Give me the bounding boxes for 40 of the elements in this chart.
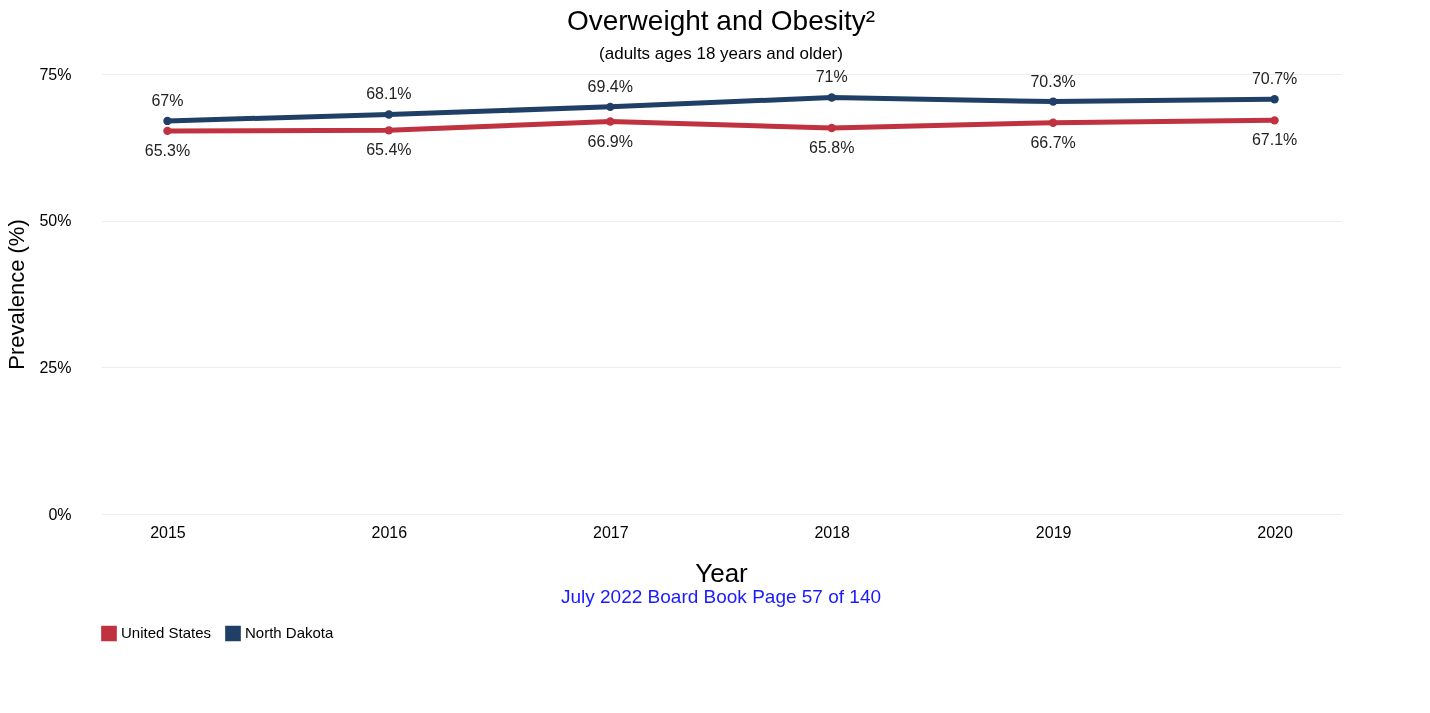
x-tick-label: 2019: [1035, 523, 1072, 541]
data-label: 65.4%: [366, 141, 412, 159]
legend-label: North Dakota: [245, 624, 335, 642]
point: [827, 123, 836, 133]
chart-title: Overweight and Obesity²: [566, 5, 876, 36]
y-tick-label: 25%: [39, 358, 72, 376]
point: [606, 117, 615, 126]
data-label: 71%: [815, 68, 848, 86]
y-axis-title: Prevalence (%): [4, 219, 30, 370]
point: [1270, 95, 1279, 104]
data-label: 66.9%: [587, 132, 633, 150]
data-label: 66.7%: [1030, 133, 1076, 151]
legend-label: United States: [121, 624, 212, 642]
point: [163, 116, 172, 126]
point: [1270, 116, 1279, 125]
x-tick-label: 2015: [150, 523, 186, 541]
data-label: 65.8%: [809, 138, 855, 156]
y-tick-label: 0%: [48, 505, 72, 523]
y-tick-label: 50%: [39, 212, 72, 230]
data-label: 68.1%: [366, 85, 412, 103]
point: [606, 102, 615, 112]
chart-subtitle: (adults ages 18 years and older): [599, 44, 843, 63]
x-axis-title: Year: [695, 557, 749, 588]
x-tick-label: 2016: [371, 523, 408, 541]
data-label: 69.4%: [587, 77, 633, 95]
data-label: 70.3%: [1030, 72, 1076, 90]
point: [384, 126, 394, 135]
text: July 2022 Board Book Page 57 of 140: [560, 586, 882, 607]
data-label: 70.7%: [1251, 70, 1298, 88]
x-tick-label: 2018: [814, 523, 851, 541]
y-tick-label: 75%: [39, 65, 72, 83]
data-label: 67%: [151, 91, 184, 109]
point: [1048, 118, 1058, 127]
x-tick-label: 2020: [1257, 523, 1293, 541]
point: [163, 126, 172, 136]
x-tick-label: 2017: [592, 523, 629, 541]
point: [827, 93, 836, 102]
point: [384, 110, 394, 119]
data-label: 65.3%: [144, 141, 191, 159]
data-label: 67.1%: [1251, 131, 1298, 149]
